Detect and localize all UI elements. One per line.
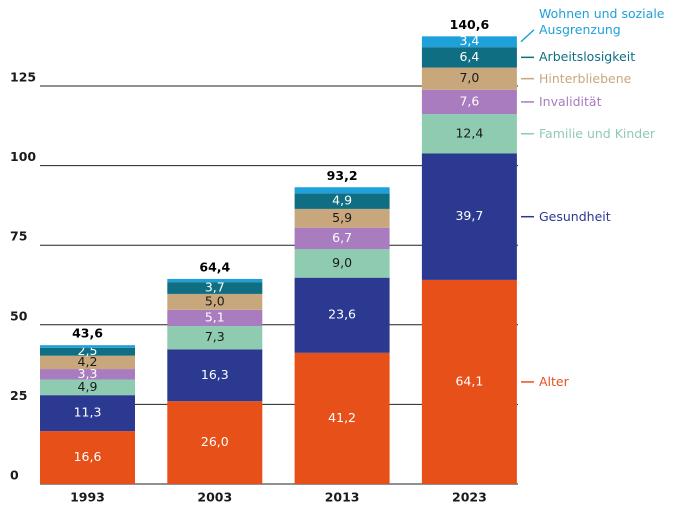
total-label: 43,6 bbox=[72, 326, 103, 341]
bar-segment bbox=[40, 345, 135, 348]
value-label: 3,3 bbox=[78, 366, 98, 381]
x-tick-label: 1993 bbox=[70, 490, 105, 505]
bar-segment bbox=[40, 347, 135, 356]
x-tick-label: 2003 bbox=[197, 490, 232, 505]
bar-segment bbox=[294, 249, 390, 278]
value-label: 12,4 bbox=[455, 125, 483, 140]
value-label: 4,9 bbox=[332, 193, 352, 208]
value-label: 6,7 bbox=[332, 230, 352, 245]
value-label: 4,2 bbox=[78, 354, 98, 369]
value-label: 7,0 bbox=[459, 70, 479, 85]
bar-segment bbox=[294, 208, 390, 228]
y-tick-label: 25 bbox=[10, 388, 27, 403]
bar-segment bbox=[40, 431, 135, 484]
bar-segment bbox=[294, 277, 390, 353]
bar-segment bbox=[421, 279, 517, 484]
y-tick-label: 0 bbox=[10, 468, 19, 483]
legend-label: Alter bbox=[539, 373, 569, 389]
value-label: 5,0 bbox=[205, 293, 225, 308]
bar-segment bbox=[421, 36, 517, 48]
bar-segment bbox=[167, 349, 263, 402]
value-label: 6,4 bbox=[459, 49, 479, 64]
total-label: 93,2 bbox=[327, 168, 358, 183]
bar-segment bbox=[421, 114, 517, 154]
bar-segment bbox=[40, 369, 135, 380]
bar-segment bbox=[167, 278, 263, 283]
bar-segment bbox=[421, 67, 517, 90]
bar-segment bbox=[167, 326, 263, 350]
bar-segment bbox=[421, 153, 517, 280]
bar-segment bbox=[421, 89, 517, 115]
value-label: 41,2 bbox=[328, 410, 356, 425]
x-tick-label: 2023 bbox=[452, 490, 487, 505]
legend-label: Hinterbliebene bbox=[539, 70, 632, 86]
value-label: 16,3 bbox=[201, 367, 229, 382]
value-label: 64,1 bbox=[455, 373, 483, 388]
legend-label: Gesundheit bbox=[539, 208, 611, 224]
bar-segment bbox=[167, 282, 263, 294]
x-tick-label: 2013 bbox=[325, 490, 360, 505]
legend-label: Arbeitslosigkeit bbox=[539, 49, 636, 65]
total-label: 140,6 bbox=[450, 17, 490, 32]
bar-segment bbox=[40, 355, 135, 370]
bar-segment bbox=[167, 309, 263, 327]
value-label: 9,0 bbox=[332, 255, 352, 270]
value-label: 23,6 bbox=[328, 307, 356, 322]
bar-segment bbox=[421, 47, 517, 68]
bar-segment bbox=[294, 187, 390, 194]
value-label: 16,6 bbox=[74, 449, 102, 464]
value-label: 7,3 bbox=[205, 329, 225, 344]
legend-label: Wohnen und soziale Ausgrenzung bbox=[539, 5, 665, 37]
value-label: 5,9 bbox=[332, 210, 352, 225]
legend-label: Invalidität bbox=[539, 93, 602, 109]
value-label: 5,1 bbox=[205, 309, 225, 324]
bar-segment bbox=[40, 379, 135, 396]
value-label: 39,7 bbox=[455, 208, 483, 223]
legend-label: Familie und Kinder bbox=[539, 125, 656, 141]
bar-segment bbox=[167, 401, 263, 484]
legend-connector bbox=[520, 29, 535, 43]
value-label: 3,7 bbox=[205, 280, 225, 295]
value-label: 7,6 bbox=[459, 93, 479, 108]
y-tick-label: 75 bbox=[10, 229, 27, 244]
y-tick-label: 50 bbox=[10, 308, 28, 323]
value-label: 26,0 bbox=[201, 434, 229, 449]
bar-segment bbox=[40, 395, 135, 432]
bar-segment bbox=[294, 227, 390, 250]
value-label: 3,4 bbox=[459, 33, 479, 48]
total-label: 64,4 bbox=[199, 259, 230, 274]
y-tick-label: 100 bbox=[10, 149, 36, 164]
bar-segment bbox=[294, 352, 390, 484]
y-tick-label: 125 bbox=[10, 70, 36, 85]
value-label: 11,3 bbox=[74, 405, 102, 420]
value-label: 4,9 bbox=[78, 379, 98, 394]
bar-segment bbox=[294, 193, 390, 209]
bar-segment bbox=[167, 293, 263, 310]
